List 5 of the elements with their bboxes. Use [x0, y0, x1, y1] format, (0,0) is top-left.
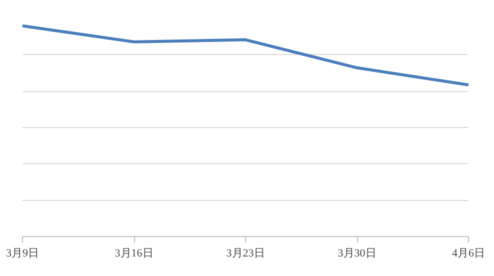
x-tick-label: 3月16日 — [114, 248, 154, 260]
x-tick-label: 3月9日 — [6, 248, 39, 260]
x-tick-label: 4月6日 — [452, 248, 485, 260]
x-tick-label: 3月30日 — [338, 248, 376, 260]
x-tick-label: 3月23日 — [226, 248, 265, 260]
